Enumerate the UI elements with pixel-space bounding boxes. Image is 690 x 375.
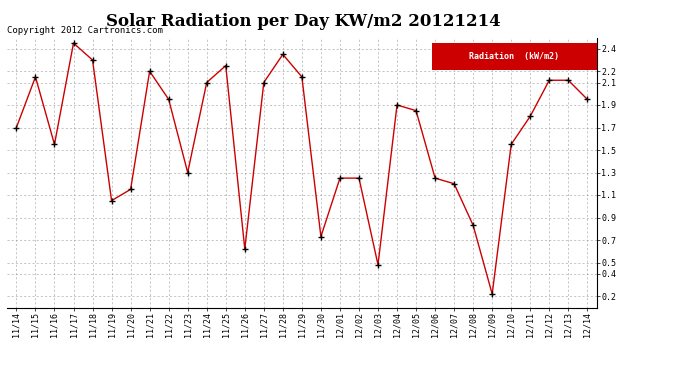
Text: Copyright 2012 Cartronics.com: Copyright 2012 Cartronics.com xyxy=(7,26,163,35)
Text: Solar Radiation per Day KW/m2 20121214: Solar Radiation per Day KW/m2 20121214 xyxy=(106,13,501,30)
